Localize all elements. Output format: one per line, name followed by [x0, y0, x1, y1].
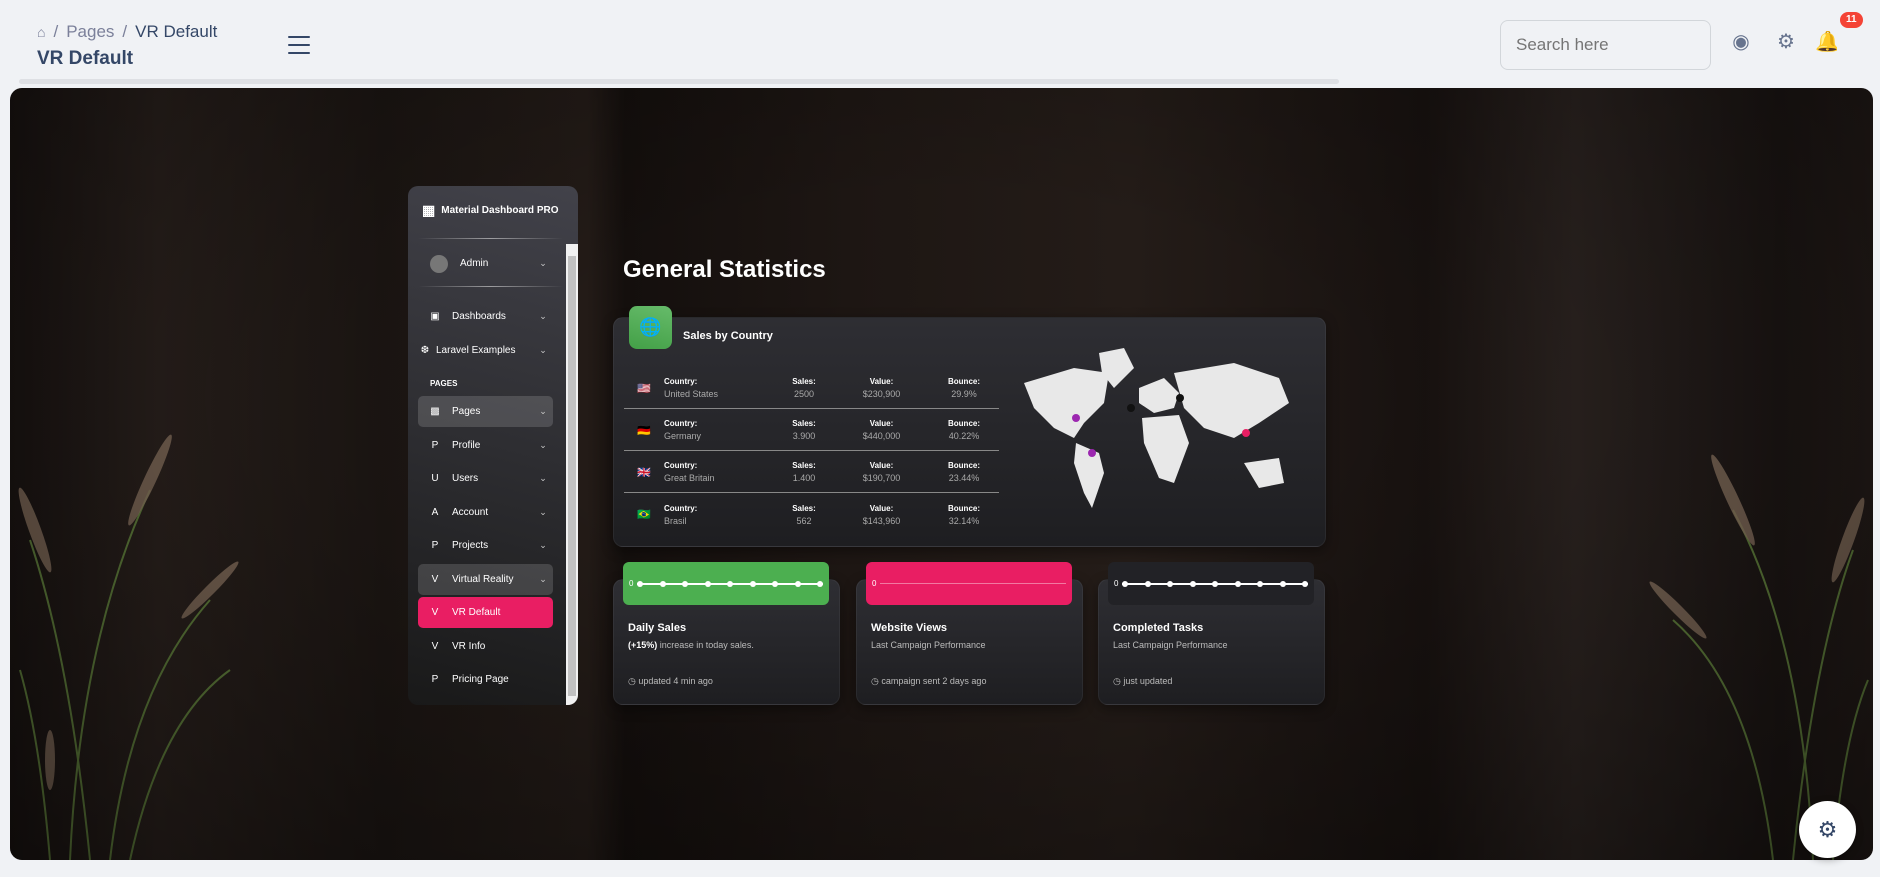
table-row: 🇺🇸 Country: United States Sales: 2500 Value: $… [624, 368, 999, 409]
stat-subtitle: Last Campaign Performance [1113, 640, 1228, 650]
stat-footer: ◷ just updated [1113, 676, 1173, 686]
stat-subtitle: Last Campaign Performance [871, 640, 986, 650]
value-cell: Value: $143,960 [862, 503, 901, 526]
value-cell: Value: $440,000 [862, 419, 901, 441]
sales-cell: Sales: 1.400 [792, 461, 816, 483]
sidebar-item-projects[interactable]: P Projects ⌄ [431, 540, 547, 551]
flag-icon: 🇩🇪 [637, 424, 651, 437]
divider [19, 79, 1339, 84]
sidebar-item-pricing-page[interactable]: P Pricing Page [431, 674, 509, 685]
country-cell: Country: United States [664, 377, 719, 399]
plant-left-decoration [18, 434, 239, 860]
section-label: PAGES [430, 379, 458, 388]
stat-title: Completed Tasks [1113, 622, 1204, 634]
clock-icon: ◷ [628, 676, 636, 686]
image-icon: ▩ [430, 406, 440, 417]
map-marker[interactable] [1127, 404, 1135, 412]
gear-icon: ⚙ [1817, 816, 1838, 842]
menu-toggle-icon[interactable] [288, 36, 310, 54]
globe-icon: 🌐 [629, 306, 672, 349]
logo-icon: ▦ [422, 202, 436, 218]
chevron-down-icon: ⌄ [539, 406, 547, 416]
sales-cell: Sales: 3.900 [792, 419, 816, 441]
country-cell: Country: Germany [664, 419, 702, 441]
sidebar-item-account[interactable]: A Account ⌄ [431, 507, 547, 518]
sales-card-title: Sales by Country [683, 330, 773, 342]
sidebar-user[interactable]: Admin ⌄ [418, 248, 553, 279]
table-row: 🇩🇪 Country: Germany Sales: 3.900 Value: $440,0… [624, 410, 999, 451]
sidebar-item-profile[interactable]: P Profile ⌄ [431, 440, 547, 451]
bounce-cell: Bounce: 29.9% [948, 377, 980, 399]
table-row: 🇧🇷 Country: Brasil Sales: 562 Value: $143,960 B… [624, 494, 999, 535]
value-cell: Value: $190,700 [862, 461, 901, 483]
map-marker[interactable] [1072, 414, 1080, 422]
stat-chart: 0 [866, 562, 1072, 605]
stat-title: Website Views [871, 622, 948, 634]
bounce-cell: Bounce: 40.22% [948, 419, 980, 441]
world-map [1024, 348, 1289, 508]
breadcrumb: ⌂ / Pages / VR Default [37, 22, 218, 41]
breadcrumb-current: VR Default [135, 22, 218, 41]
vr-sidebar: ▦ Material Dashboard PRO Admin ⌄ ▣ Dashboar… [408, 186, 578, 705]
clock-icon: ◷ [1113, 676, 1121, 686]
settings-fab-button[interactable]: ⚙ [1799, 801, 1856, 858]
laravel-icon: ❆ [420, 345, 430, 356]
flag-icon: 🇺🇸 [637, 382, 651, 395]
sales-cell: Sales: 2500 [792, 377, 816, 399]
sidebar-item-dashboards[interactable]: ▣ Dashboards ⌄ [430, 311, 547, 322]
search-input[interactable] [1500, 20, 1711, 70]
breadcrumb-pages[interactable]: Pages [66, 22, 115, 41]
map-marker[interactable] [1242, 429, 1250, 437]
country-cell: Country: Great Britain [664, 461, 715, 483]
account-icon[interactable]: ◉ [1732, 31, 1750, 53]
chevron-down-icon: ⌄ [539, 258, 547, 268]
bounce-cell: Bounce: 23.44% [948, 461, 980, 483]
sidebar-item-users[interactable]: U Users ⌄ [431, 473, 547, 484]
sidebar-item-virtual-reality[interactable]: V Virtual Reality ⌄ [418, 564, 553, 595]
page-title: VR Default [37, 48, 134, 69]
bounce-cell: Bounce: 32.14% [948, 503, 980, 526]
chevron-down-icon: ⌄ [539, 311, 547, 321]
stat-subtitle: (+15%) increase in today sales. [628, 640, 754, 650]
stat-chart: 0 [623, 562, 829, 605]
sidebar-item-laravel[interactable]: ❆ Laravel Examples ⌄ [420, 345, 547, 356]
sidebar-item-pages[interactable]: ▩ Pages ⌄ [418, 396, 553, 427]
home-icon[interactable]: ⌂ [37, 24, 46, 40]
flag-icon: 🇬🇧 [637, 466, 651, 479]
stat-chart: 0 [1108, 562, 1314, 605]
map-marker[interactable] [1088, 449, 1096, 457]
table-row: 🇬🇧 Country: Great Britain Sales: 1.400 Value:… [624, 452, 999, 493]
sidebar-scrollbar[interactable] [566, 244, 578, 705]
dashboard-icon: ▣ [430, 311, 440, 322]
stat-footer: ◷ updated 4 min ago [628, 676, 713, 686]
avatar [430, 254, 448, 273]
stat-title: Daily Sales [628, 622, 687, 634]
sales-by-country-card: 🇺🇸 Country: United States Sales: 2500 Value: $… [613, 317, 1326, 547]
stat-footer: ◷ campaign sent 2 days ago [871, 676, 987, 686]
sales-cell: Sales: 562 [792, 503, 816, 526]
gear-icon[interactable]: ⚙ [1777, 31, 1795, 53]
clock-icon: ◷ [871, 676, 879, 686]
flag-icon: 🇧🇷 [637, 509, 651, 521]
sidebar-item-vr-info[interactable]: V VR Info [431, 641, 486, 652]
plant-right-decoration [1649, 454, 1869, 860]
bell-icon[interactable]: 🔔 [1815, 31, 1837, 53]
notification-badge: 11 [1840, 12, 1863, 28]
value-cell: Value: $230,900 [862, 377, 901, 399]
country-cell: Country: Brasil [664, 503, 698, 526]
section-title: General Statistics [623, 256, 826, 283]
chevron-down-icon: ⌄ [539, 345, 547, 355]
map-marker[interactable] [1176, 394, 1184, 402]
sidebar-item-vr-default[interactable]: V VR Default [418, 597, 553, 628]
brand[interactable]: ▦ Material Dashboard PRO [422, 202, 559, 218]
